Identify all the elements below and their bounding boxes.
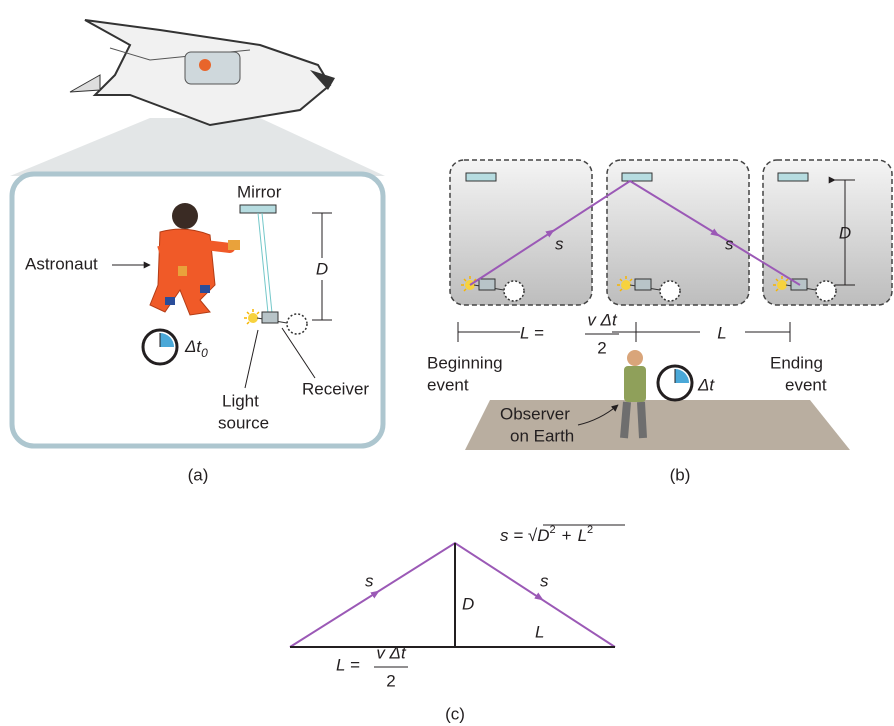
label: 0 <box>201 346 208 360</box>
caption: (c) <box>445 704 465 723</box>
label: Ending <box>770 353 823 372</box>
observer-figure <box>620 350 647 439</box>
label: event <box>427 375 469 394</box>
label: Δt <box>697 375 715 394</box>
label: 2 <box>587 524 593 536</box>
label: Mirror <box>237 182 282 201</box>
label: L = <box>520 323 544 342</box>
pointer <box>244 329 259 389</box>
label: s <box>725 234 734 253</box>
label: + <box>562 526 572 545</box>
label: s <box>365 571 374 590</box>
label: Δt <box>184 337 202 356</box>
label: s <box>555 234 564 253</box>
label: s <box>540 571 549 590</box>
panel-b: s s D L = v Δt 2 L Beginning event Endin… <box>427 159 893 484</box>
label: D <box>316 259 328 278</box>
label: D <box>839 223 851 242</box>
label: v Δt <box>376 643 407 662</box>
light-beam <box>257 212 273 314</box>
label: L <box>578 526 587 545</box>
caption: (b) <box>670 465 691 484</box>
label: Beginning <box>427 353 503 372</box>
label: √ <box>528 526 538 545</box>
label: Δt0 <box>184 337 208 360</box>
label: 2 <box>386 671 395 690</box>
label: Receiver <box>302 379 369 398</box>
caption: (a) <box>188 465 209 484</box>
pointer <box>281 327 316 379</box>
label: L = <box>336 655 360 674</box>
light-path <box>469 179 801 286</box>
label: Light <box>222 391 259 410</box>
formula: s = √D2 + L2 <box>500 524 593 546</box>
label: on Earth <box>510 426 574 445</box>
light-path <box>289 541 616 648</box>
label: s = <box>500 526 523 545</box>
frames <box>449 159 893 306</box>
ground <box>465 400 850 450</box>
label: D <box>537 526 549 545</box>
label: event <box>785 375 827 394</box>
astronaut-figure <box>149 203 240 316</box>
label: source <box>218 413 269 432</box>
label: L <box>535 622 544 641</box>
label: L <box>717 323 726 342</box>
triangle <box>290 543 615 648</box>
view-cone <box>10 118 385 176</box>
stopwatch <box>656 364 694 402</box>
stopwatch <box>141 328 179 366</box>
label: 2 <box>597 338 606 357</box>
label: D <box>462 594 474 613</box>
shuttle <box>69 19 335 127</box>
measure-line <box>457 322 791 342</box>
label: 2 <box>550 524 556 536</box>
label: v Δt <box>587 310 618 329</box>
mirror <box>239 204 277 214</box>
label: Observer <box>500 404 570 423</box>
label: Astronaut <box>25 254 98 273</box>
panel-a: Astronaut Δt0 Mirror D Light source Rece… <box>9 19 386 484</box>
panel-c: s = √D2 + L2 s s D L = v Δt 2 L (c) <box>289 524 625 723</box>
